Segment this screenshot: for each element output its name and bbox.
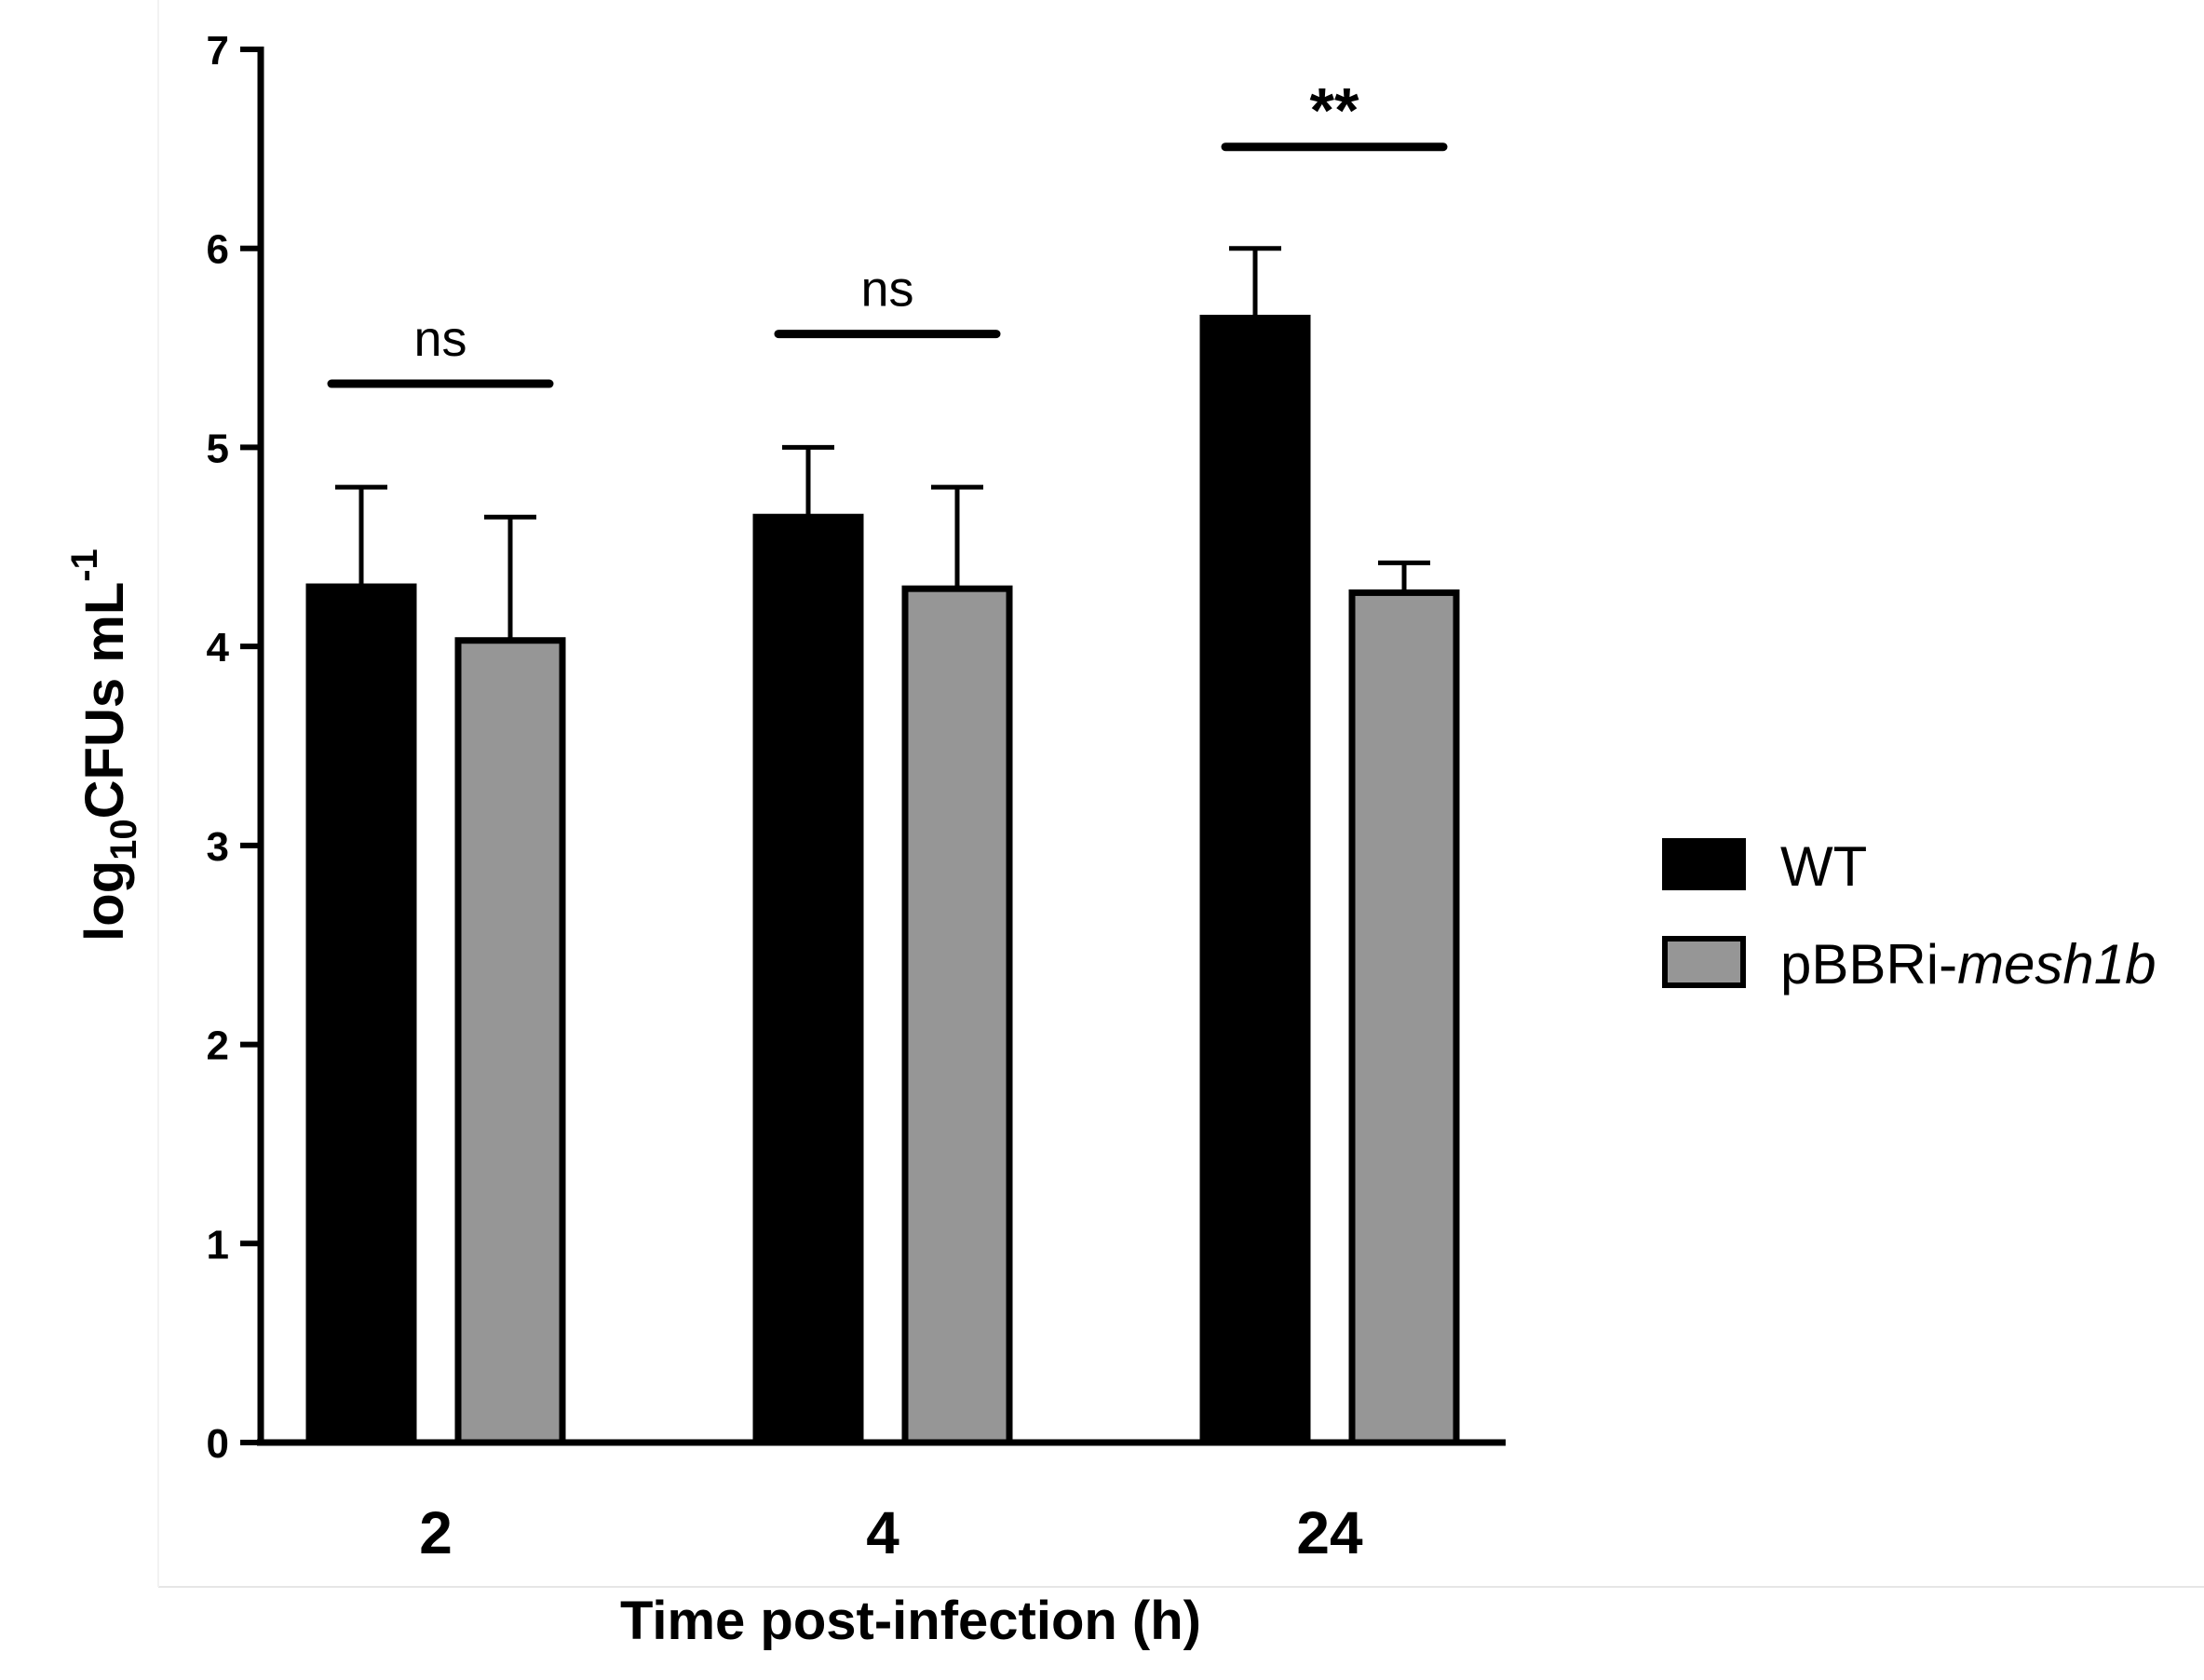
x-tick-label: 2 <box>419 1499 453 1566</box>
y-axis-title: log10CFUs mL-1 <box>64 549 144 942</box>
y-tick-label: 2 <box>207 1023 229 1069</box>
significance-label: ns <box>413 311 466 367</box>
bar-wt-24h <box>1199 315 1311 1446</box>
error-bars-group <box>335 246 1430 641</box>
y-axis-title-sup: -1 <box>64 549 105 582</box>
legend-label-plain: pBBRi- <box>1780 933 1957 996</box>
x-tick-labels: 2 4 24 <box>419 1499 1363 1566</box>
bar-wt-4h <box>752 513 864 1446</box>
bars-group <box>305 315 1460 1446</box>
significance-label: ** <box>1310 75 1359 146</box>
y-tick-label: 0 <box>207 1421 229 1467</box>
legend: WT pBBRi-mesh1b <box>1662 835 2157 996</box>
y-tick-label: 5 <box>207 426 229 471</box>
bar-pbbri-mesh1b-2h <box>454 637 566 1446</box>
significance-group: ns ns ** <box>327 75 1448 388</box>
x-axis-title: Time post-infection (h) <box>620 1591 1201 1651</box>
x-tick-label: 24 <box>1296 1499 1363 1566</box>
bar-pbbri-mesh1b-4h <box>901 585 1013 1446</box>
y-tick-label: 3 <box>207 824 229 870</box>
legend-label-wt: WT <box>1780 835 1867 898</box>
y-tick-label: 7 <box>207 28 229 74</box>
y-tick-label: 4 <box>207 625 230 671</box>
legend-label-pbbri-mesh1b: pBBRi-mesh1b <box>1780 933 2157 996</box>
legend-label-italic: mesh1b <box>1957 933 2156 996</box>
y-tick-label: 1 <box>207 1222 229 1267</box>
y-axis-title-sub: 10 <box>103 819 144 860</box>
bar-wt-2h <box>305 583 417 1446</box>
y-tick-label: 6 <box>207 227 229 273</box>
y-axis-ticks: 0 1 2 3 4 5 6 7 <box>207 28 261 1467</box>
y-axis-title-prefix: log <box>74 860 135 942</box>
significance-label: ns <box>860 262 913 318</box>
legend-swatch-wt <box>1662 838 1746 890</box>
x-tick-label: 4 <box>866 1499 899 1566</box>
y-axis-title-main: CFUs mL <box>74 582 135 820</box>
legend-swatch-pbbri-mesh1b <box>1662 936 1746 988</box>
bar-pbbri-mesh1b-24h <box>1348 589 1460 1446</box>
